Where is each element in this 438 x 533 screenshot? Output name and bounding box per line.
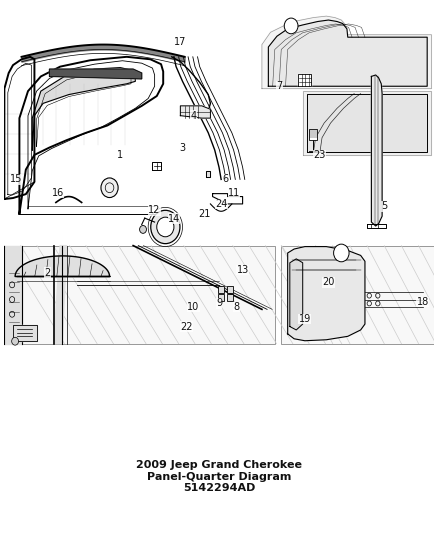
Polygon shape (307, 94, 427, 152)
Polygon shape (32, 68, 135, 150)
Text: 23: 23 (314, 150, 326, 160)
Text: 7: 7 (276, 81, 282, 91)
Text: 5: 5 (381, 201, 387, 212)
Text: 3: 3 (180, 142, 186, 152)
Polygon shape (180, 106, 210, 118)
Circle shape (101, 178, 118, 198)
Circle shape (334, 244, 349, 262)
Polygon shape (4, 246, 21, 344)
Circle shape (151, 211, 180, 244)
FancyBboxPatch shape (4, 246, 275, 344)
Text: 18: 18 (417, 297, 429, 307)
Polygon shape (49, 69, 142, 79)
Text: 8: 8 (233, 302, 239, 312)
Text: 20: 20 (322, 277, 335, 287)
Text: 14: 14 (168, 214, 180, 224)
Text: 10: 10 (187, 302, 199, 312)
FancyBboxPatch shape (227, 294, 233, 301)
Circle shape (140, 225, 146, 233)
Polygon shape (290, 259, 303, 330)
FancyBboxPatch shape (281, 246, 434, 344)
Text: 17: 17 (174, 37, 187, 47)
Text: 19: 19 (299, 314, 311, 324)
Polygon shape (13, 325, 36, 341)
Text: 12: 12 (148, 205, 161, 215)
Polygon shape (303, 91, 431, 155)
FancyBboxPatch shape (218, 286, 224, 293)
Text: 22: 22 (180, 321, 193, 332)
Polygon shape (288, 247, 365, 341)
Polygon shape (371, 75, 382, 226)
Text: 4: 4 (190, 111, 196, 120)
Circle shape (157, 217, 174, 237)
Text: 2009 Jeep Grand Cherokee
Panel-Quarter Diagram
5142294AD: 2009 Jeep Grand Cherokee Panel-Quarter D… (136, 460, 302, 493)
Text: 11: 11 (228, 188, 240, 198)
FancyBboxPatch shape (309, 129, 317, 140)
Polygon shape (298, 74, 311, 86)
Polygon shape (262, 16, 431, 88)
Polygon shape (206, 171, 210, 177)
Polygon shape (268, 20, 427, 86)
FancyBboxPatch shape (227, 286, 233, 293)
Text: 24: 24 (215, 199, 227, 209)
Polygon shape (54, 246, 67, 344)
Text: 21: 21 (198, 209, 210, 219)
Text: 6: 6 (223, 174, 229, 184)
Circle shape (12, 337, 18, 345)
Text: 16: 16 (52, 188, 64, 198)
FancyBboxPatch shape (218, 294, 224, 301)
Text: 15: 15 (10, 174, 22, 184)
Circle shape (284, 18, 298, 34)
Text: 9: 9 (216, 298, 222, 309)
Text: 1: 1 (117, 150, 124, 160)
Text: 2: 2 (44, 268, 50, 278)
Text: 13: 13 (237, 265, 249, 275)
